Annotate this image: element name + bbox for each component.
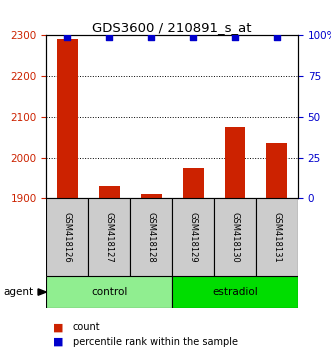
Text: ■: ■ <box>53 322 64 332</box>
Text: GSM418131: GSM418131 <box>272 212 281 263</box>
Bar <box>99 186 120 198</box>
Text: GSM418130: GSM418130 <box>230 212 240 263</box>
Text: GSM418128: GSM418128 <box>147 212 156 263</box>
Point <box>149 34 154 40</box>
Point <box>274 34 280 40</box>
Bar <box>46 276 172 308</box>
Point <box>65 34 70 40</box>
Bar <box>172 276 298 308</box>
Bar <box>256 198 298 276</box>
Point <box>232 34 238 40</box>
Title: GDS3600 / 210891_s_at: GDS3600 / 210891_s_at <box>92 21 252 34</box>
Bar <box>183 168 204 198</box>
Text: agent: agent <box>3 287 33 297</box>
Text: control: control <box>91 287 127 297</box>
Text: count: count <box>73 322 100 332</box>
Bar <box>57 40 78 198</box>
Bar <box>224 127 246 198</box>
Bar <box>130 198 172 276</box>
Bar <box>214 198 256 276</box>
Bar <box>141 194 162 198</box>
Bar <box>46 198 88 276</box>
Bar <box>88 198 130 276</box>
Text: GSM418127: GSM418127 <box>105 212 114 263</box>
Text: percentile rank within the sample: percentile rank within the sample <box>73 337 238 347</box>
Bar <box>172 198 214 276</box>
Point <box>190 34 196 40</box>
Text: estradiol: estradiol <box>212 287 258 297</box>
Text: GSM418126: GSM418126 <box>63 212 72 263</box>
Bar <box>266 143 287 198</box>
Text: ■: ■ <box>53 337 64 347</box>
Point <box>107 34 112 40</box>
Text: GSM418129: GSM418129 <box>189 212 198 263</box>
